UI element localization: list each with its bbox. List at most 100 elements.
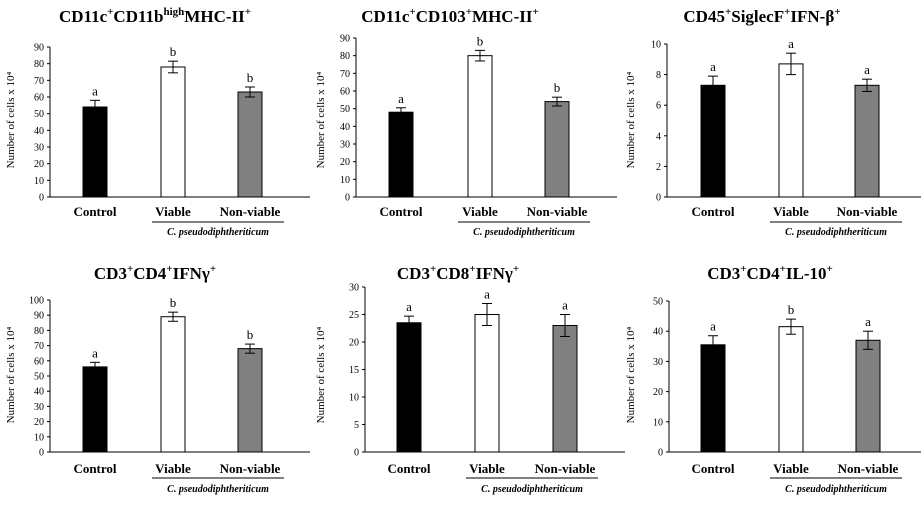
error-bar xyxy=(560,314,570,337)
y-tick-label: 40 xyxy=(34,387,44,398)
y-tick-label: 90 xyxy=(340,34,350,45)
group-label: C. pseudodiphtheriticum xyxy=(167,227,269,238)
category-label: Non-viable xyxy=(535,461,596,476)
y-tick-label: 50 xyxy=(34,109,44,120)
error-bar xyxy=(708,335,718,355)
y-tick-label: 4 xyxy=(656,131,661,142)
significance-letter: a xyxy=(710,319,716,334)
y-axis-label: Number of cells x 10⁴ xyxy=(625,326,637,423)
bar-control xyxy=(700,84,726,198)
bar-control xyxy=(700,344,726,453)
y-tick-label: 10 xyxy=(34,176,44,187)
category-label: Control xyxy=(691,204,734,219)
y-tick-label: 50 xyxy=(340,104,350,115)
group-label: C. pseudodiphtheriticum xyxy=(167,484,269,495)
group-label: C. pseudodiphtheriticum xyxy=(473,227,575,238)
bar-control xyxy=(396,322,422,453)
y-tick-label: 30 xyxy=(349,283,359,294)
y-tick-label: 0 xyxy=(39,193,44,204)
y-tick-label: 70 xyxy=(34,76,44,87)
y-axis-label: Number of cells x 10⁴ xyxy=(315,326,327,423)
y-tick-label: 15 xyxy=(349,365,359,376)
category-label: Viable xyxy=(469,461,505,476)
y-tick-label: 0 xyxy=(354,448,359,459)
significance-letter: a xyxy=(92,83,98,98)
y-tick-label: 40 xyxy=(340,122,350,133)
error-bar xyxy=(90,361,100,372)
category-label: Non-viable xyxy=(527,204,588,219)
y-tick-label: 20 xyxy=(34,159,44,170)
error-bar xyxy=(245,343,255,354)
significance-letter: a xyxy=(788,36,794,51)
error-bar xyxy=(396,107,406,118)
category-label: Control xyxy=(387,461,430,476)
y-tick-label: 80 xyxy=(34,326,44,337)
category-label: Viable xyxy=(155,204,191,219)
significance-letter: b xyxy=(170,44,177,59)
chart-title: CD11c+CD11bhighMHC-II+ xyxy=(59,6,251,26)
significance-letter: b xyxy=(477,33,484,48)
category-label: Viable xyxy=(773,461,809,476)
y-tick-label: 5 xyxy=(354,420,359,431)
significance-letter: a xyxy=(710,59,716,74)
y-tick-label: 90 xyxy=(34,43,44,54)
chart-title: CD3+CD4+IL-10+ xyxy=(707,263,833,283)
category-label: Control xyxy=(73,204,116,219)
y-tick-label: 30 xyxy=(653,357,663,368)
bar-viable xyxy=(778,326,804,453)
y-axis-label: Number of cells x 10⁴ xyxy=(5,71,17,168)
y-tick-label: 70 xyxy=(340,69,350,80)
y-tick-label: 2 xyxy=(656,162,661,173)
category-label: Non-viable xyxy=(838,461,899,476)
category-label: Viable xyxy=(773,204,809,219)
error-bar xyxy=(90,99,100,115)
y-tick-label: 40 xyxy=(653,327,663,338)
significance-letter: b xyxy=(247,70,254,85)
category-label: Non-viable xyxy=(220,461,281,476)
y-tick-label: 90 xyxy=(34,311,44,322)
category-label: Viable xyxy=(155,461,191,476)
chart-title: CD11c+CD103+MHC-II+ xyxy=(361,6,539,26)
y-tick-label: 30 xyxy=(340,140,350,151)
error-bar xyxy=(404,315,414,330)
y-tick-label: 25 xyxy=(349,310,359,321)
y-tick-label: 30 xyxy=(34,143,44,154)
group-label: C. pseudodiphtheriticum xyxy=(481,484,583,495)
error-bar xyxy=(708,75,718,95)
bar-viable xyxy=(778,63,804,198)
error-bar xyxy=(862,78,872,92)
y-tick-label: 0 xyxy=(658,448,663,459)
chart-panel-6: CD3+CD4+IL-10+ 0 10 20 30 40 50 Number of cells… xyxy=(625,263,921,495)
y-tick-label: 20 xyxy=(340,157,350,168)
group-label: C. pseudodiphtheriticum xyxy=(785,227,887,238)
significance-letter: b xyxy=(170,295,177,310)
group-label: C. pseudodiphtheriticum xyxy=(785,484,887,495)
y-tick-label: 0 xyxy=(39,448,44,459)
significance-letter: b xyxy=(247,327,254,342)
significance-letter: a xyxy=(406,299,412,314)
error-bar xyxy=(863,330,873,350)
y-axis-label: Number of cells x 10⁴ xyxy=(5,326,17,423)
significance-letter: a xyxy=(562,298,568,313)
bar-non-viable xyxy=(552,325,578,453)
error-bar xyxy=(482,303,492,326)
bar-viable xyxy=(160,316,186,453)
y-tick-label: 10 xyxy=(651,40,661,51)
error-bar xyxy=(552,96,562,107)
y-tick-label: 8 xyxy=(656,70,661,81)
significance-letter: b xyxy=(554,80,561,95)
y-tick-label: 80 xyxy=(34,59,44,70)
category-label: Non-viable xyxy=(220,204,281,219)
bar-viable xyxy=(474,314,500,453)
y-tick-label: 0 xyxy=(345,193,350,204)
error-bar xyxy=(786,52,796,76)
y-tick-label: 6 xyxy=(656,101,661,112)
significance-letter: a xyxy=(484,287,490,302)
y-tick-label: 30 xyxy=(34,402,44,413)
significance-letter: b xyxy=(788,302,795,317)
error-bar xyxy=(168,60,178,74)
bar-non-viable xyxy=(854,84,880,198)
y-tick-label: 60 xyxy=(34,356,44,367)
y-tick-label: 10 xyxy=(34,432,44,443)
y-tick-label: 70 xyxy=(34,341,44,352)
